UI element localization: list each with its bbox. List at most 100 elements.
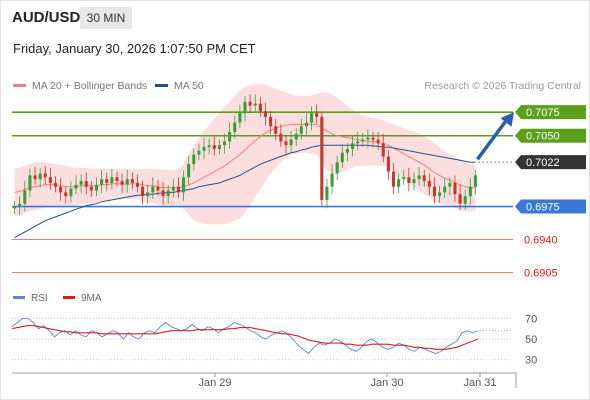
candle-body (59, 186, 63, 193)
candle-body (325, 186, 329, 200)
ma50-line (14, 144, 476, 239)
candle-body (161, 190, 165, 197)
candle-body (361, 139, 365, 142)
candle-body (463, 196, 467, 204)
candle-body (253, 103, 257, 106)
candle-body (135, 182, 139, 187)
candle-body (391, 171, 396, 187)
candle-body (381, 143, 385, 157)
rsi-ma-legend: 9MA (63, 293, 102, 304)
candle-body (366, 137, 370, 140)
rsi-ma-legend-label: 9MA (81, 293, 102, 304)
candle-body (468, 186, 472, 197)
candle-body (412, 179, 416, 183)
ma50-legend: MA 50 (155, 80, 204, 92)
candle-body (33, 175, 37, 180)
candle-body (310, 113, 314, 123)
candle-body (340, 152, 344, 163)
bollinger-band-area (14, 83, 476, 225)
x-tick-label: Jan 31 (463, 377, 496, 389)
candle-body (427, 181, 431, 187)
candle-body (233, 122, 237, 132)
candle-body (473, 175, 477, 187)
candle-body (438, 192, 442, 197)
rsi-swatch (13, 295, 25, 299)
level-label-0.7075: 0.7075 (526, 107, 560, 119)
ma50-swatch (155, 83, 168, 87)
timestamp: Friday, January 30, 2026 1:07:50 PM CET (13, 41, 256, 56)
level-label-box (515, 105, 586, 120)
candle-body (417, 175, 421, 180)
candle-body (38, 173, 42, 180)
candle-body (289, 139, 293, 146)
candle-body (84, 181, 88, 187)
candle-body (146, 192, 150, 197)
candle-body (105, 179, 109, 183)
candle-body (69, 188, 73, 197)
level-label-0.6975: 0.6975 (526, 202, 560, 214)
candle-body (351, 143, 355, 149)
candle-body (299, 126, 303, 134)
level-label-0.6905: 0.6905 (524, 268, 558, 280)
candle-body (458, 194, 462, 204)
candle-body (330, 173, 334, 187)
candle-body (43, 173, 47, 178)
candle-body (345, 148, 349, 153)
candle-body (141, 186, 145, 197)
candle-body (23, 190, 27, 204)
projection-arrow-head (500, 112, 514, 127)
ma20-legend: MA 20 + Bollinger Bands (13, 80, 147, 92)
candle-body (89, 186, 93, 191)
level-label-box (515, 128, 586, 143)
candle-body (269, 116, 273, 127)
candle-body (448, 182, 452, 187)
candle-body (176, 186, 180, 193)
candle-body (53, 182, 58, 187)
candle-body (356, 141, 360, 144)
candle-body (222, 141, 227, 146)
rsi-ma-swatch (63, 295, 75, 299)
candle-body (335, 162, 339, 174)
candle-body (294, 133, 298, 140)
level-label-box (515, 199, 586, 214)
candle-body (74, 184, 78, 189)
candle-body (182, 177, 186, 193)
candle-body (217, 145, 221, 149)
candle-body (402, 177, 406, 180)
candle-body (453, 182, 457, 195)
candle-body (212, 145, 216, 149)
level-label-0.7050: 0.7050 (526, 131, 560, 143)
x-tick-label: Jan 29 (198, 377, 231, 389)
candle-body (110, 177, 114, 183)
candle-body (64, 192, 68, 197)
candle-body (228, 131, 232, 142)
candle-body (376, 139, 380, 144)
level-label-box (515, 155, 586, 170)
candle-body (422, 175, 426, 182)
credit-text: Research © 2026 Trading Central (424, 80, 581, 92)
x-tick-label: Jan 30 (370, 377, 403, 389)
projection-arrow-shaft (476, 117, 510, 161)
candle-body (125, 179, 129, 185)
candle-body (187, 164, 191, 178)
candle-body (304, 122, 308, 127)
candle-body (397, 179, 401, 187)
rsi-tick-label-50: 50 (525, 334, 537, 346)
candle-body (130, 179, 134, 183)
rsi-series-9MA (11, 325, 479, 350)
rsi-tick-label-30: 30 (525, 355, 537, 367)
timeframe-badge[interactable]: 30 MIN (80, 7, 132, 29)
candle-body (115, 177, 119, 182)
candle-body (28, 175, 32, 191)
ma20-legend-label: MA 20 + Bollinger Bands (32, 80, 148, 92)
candle-body (315, 113, 319, 117)
candle-body (386, 156, 390, 172)
candle-body (284, 141, 288, 146)
symbol-title: AUD/USD (12, 9, 81, 26)
candle-body (238, 113, 242, 123)
candle-body (243, 101, 247, 114)
candle-body (258, 103, 262, 112)
candle-body (263, 111, 268, 117)
candle-body (248, 101, 252, 106)
